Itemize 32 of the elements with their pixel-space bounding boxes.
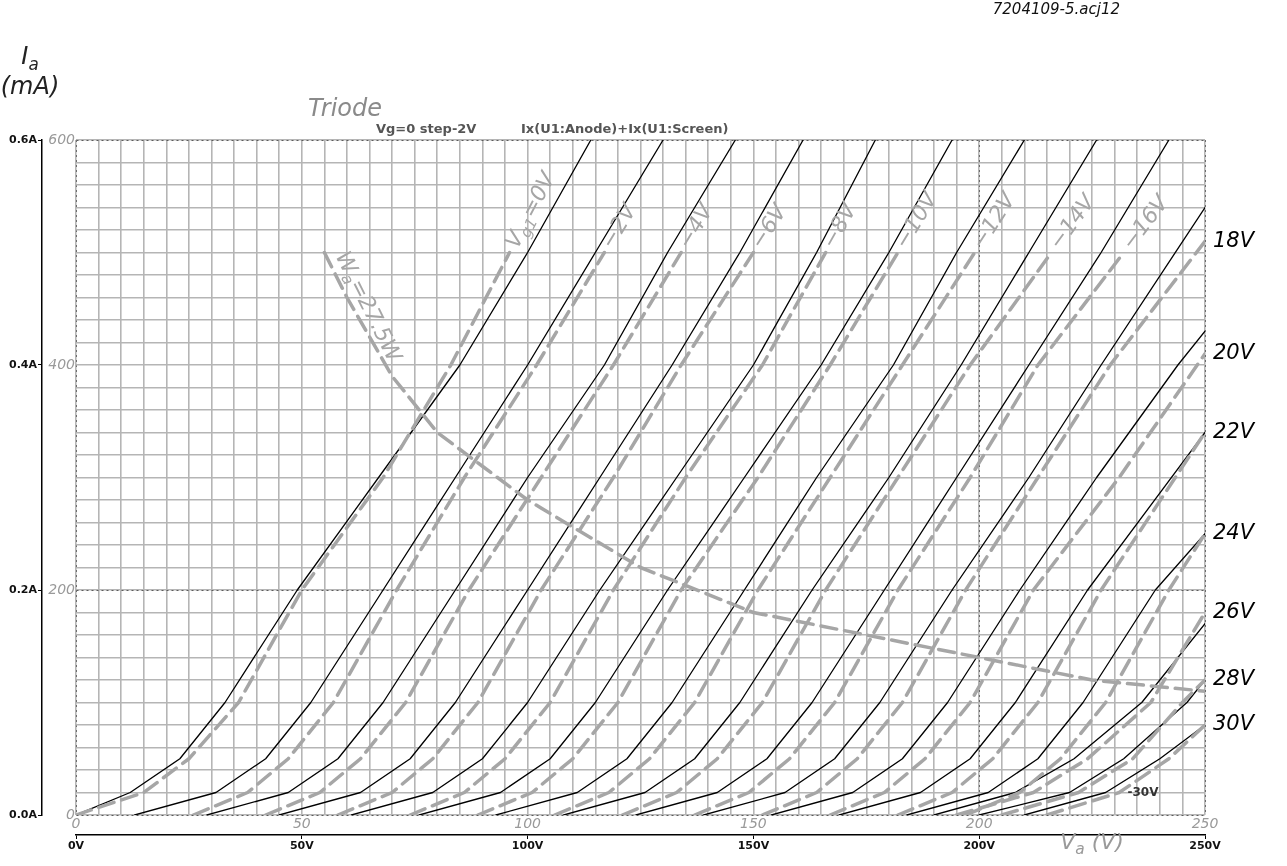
chart-title: Triode — [308, 94, 383, 123]
x2-tick-label: 50 — [292, 815, 311, 832]
y2-tick-label: 400 — [48, 355, 76, 372]
x-tick-label: 0V — [67, 839, 85, 853]
y-tick-label: 0.0A — [9, 807, 38, 821]
text: Ix(U1:Anode)+Ix(U1:Screen) — [521, 121, 729, 137]
text: Vg=0 step-2V — [376, 121, 477, 137]
x-tick-label: 200V — [963, 839, 996, 853]
annotation: -30V — [1127, 785, 1160, 800]
x2-tick-label: 200 — [965, 815, 993, 832]
x-tick-label: 150V — [737, 839, 770, 853]
y-tick-label: 0.4A — [9, 357, 38, 371]
x-tick-label: 250V — [1189, 839, 1222, 853]
x2-tick-label: 100 — [514, 815, 542, 832]
x2-tick-label: 150 — [740, 815, 767, 832]
x2-tick-label: 250 — [1191, 815, 1219, 832]
y2-tick-label: 200 — [48, 580, 76, 597]
text: 7204109-5.acj12 — [992, 0, 1121, 18]
x-tick-label: 100V — [511, 839, 544, 853]
series-label: 18V — [1213, 227, 1256, 252]
series-label: 30V — [1213, 711, 1256, 736]
text: Vg1=0V — [499, 166, 561, 253]
series-label: 22V — [1213, 418, 1256, 443]
y-tick-label: 0.6A — [9, 132, 38, 146]
y-tick-label: 0.2A — [9, 582, 38, 596]
series-label: 24V — [1213, 520, 1256, 545]
series-label: 28V — [1213, 666, 1256, 691]
series-label: 26V — [1213, 598, 1256, 623]
series-label: 20V — [1213, 340, 1256, 365]
x-tick-label: 50V — [289, 839, 315, 853]
text: −8V — [816, 197, 863, 253]
y2-tick-label: 600 — [48, 130, 76, 147]
